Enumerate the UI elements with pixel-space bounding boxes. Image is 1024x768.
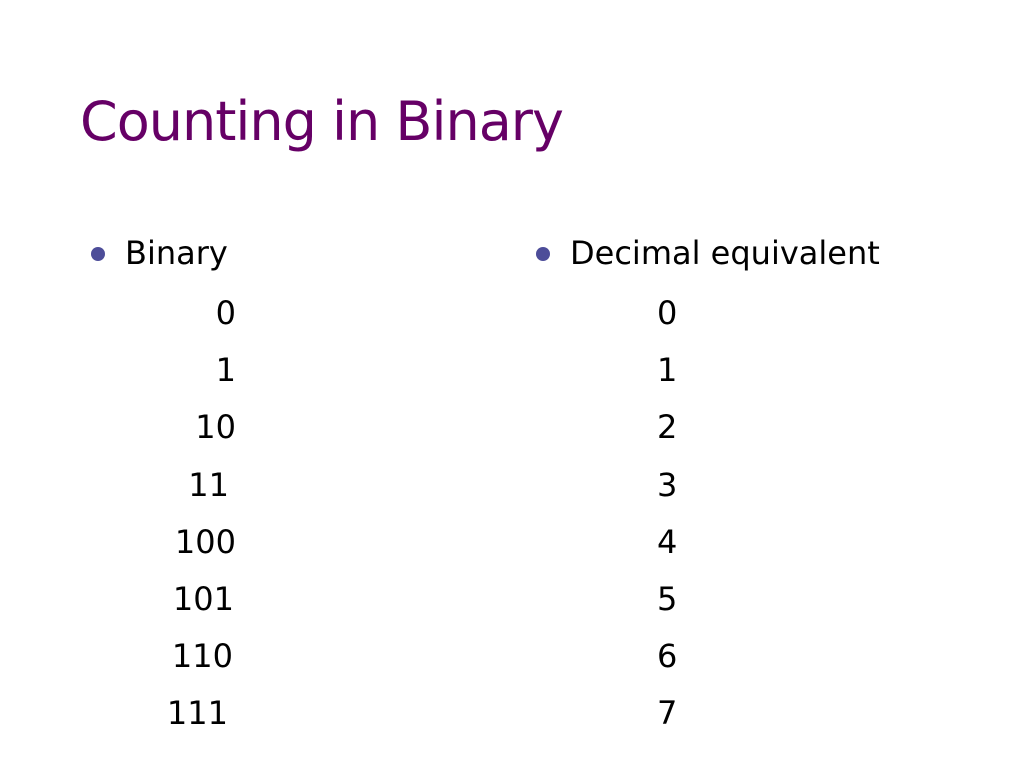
decimal-value-list: 0 1 2 3 4 5 6 7 [533,285,953,743]
decimal-value: 6 [657,637,678,676]
column-heading-decimal: Decimal equivalent [570,234,880,272]
binary-value-list: 0 1 10 11 100 101 110 111 [88,285,388,743]
bullet-dot-icon [536,247,550,261]
decimal-value: 1 [657,351,678,390]
binary-value: 101 [172,579,234,618]
slide-title: Counting in Binary [80,90,564,153]
bullet-item-binary: Binary [88,228,388,285]
decimal-value: 4 [657,522,678,561]
decimal-column: Decimal equivalent 0 1 2 3 4 5 6 7 [533,228,953,743]
binary-column: Binary 0 1 10 11 100 101 110 111 [88,228,388,743]
decimal-value: 5 [657,579,678,618]
decimal-value: 7 [657,694,678,733]
binary-value: 111 [166,694,228,733]
bullet-dot-icon [91,247,105,261]
decimal-value: 2 [657,408,678,447]
binary-value: 100 [174,522,236,561]
decimal-value: 0 [657,294,678,332]
binary-value: 1 [215,351,236,390]
column-heading-binary: Binary [125,234,228,272]
binary-value: 11 [188,465,229,504]
bullet-item-decimal: Decimal equivalent [533,228,953,285]
binary-value: 110 [171,637,233,676]
binary-value: 10 [195,408,236,447]
binary-value: 0 [215,294,236,332]
decimal-value: 3 [657,465,678,504]
